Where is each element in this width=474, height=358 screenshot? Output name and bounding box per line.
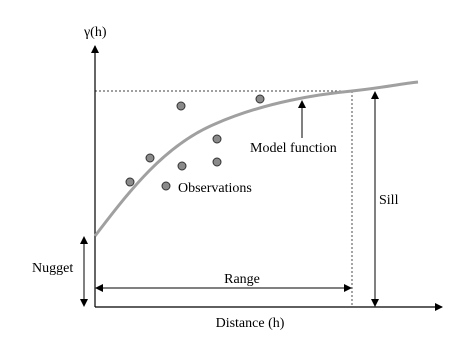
range-label: Range <box>224 272 260 287</box>
model-curve <box>93 80 419 237</box>
observation <box>145 153 155 163</box>
x-axis-label: Distance (h) <box>216 316 285 331</box>
observation <box>176 101 186 111</box>
observation <box>125 177 135 187</box>
sill-label: Sill <box>379 193 399 208</box>
y-axis-label: γ(h) <box>83 25 107 40</box>
observation <box>161 181 171 191</box>
observations-label: Observations <box>178 181 252 196</box>
nugget-label: Nugget <box>32 261 73 276</box>
observation <box>255 94 265 104</box>
model-label: Model function <box>250 141 337 156</box>
observation <box>177 161 187 171</box>
observation-points <box>125 94 265 191</box>
observation <box>212 157 222 167</box>
observation <box>212 134 222 144</box>
